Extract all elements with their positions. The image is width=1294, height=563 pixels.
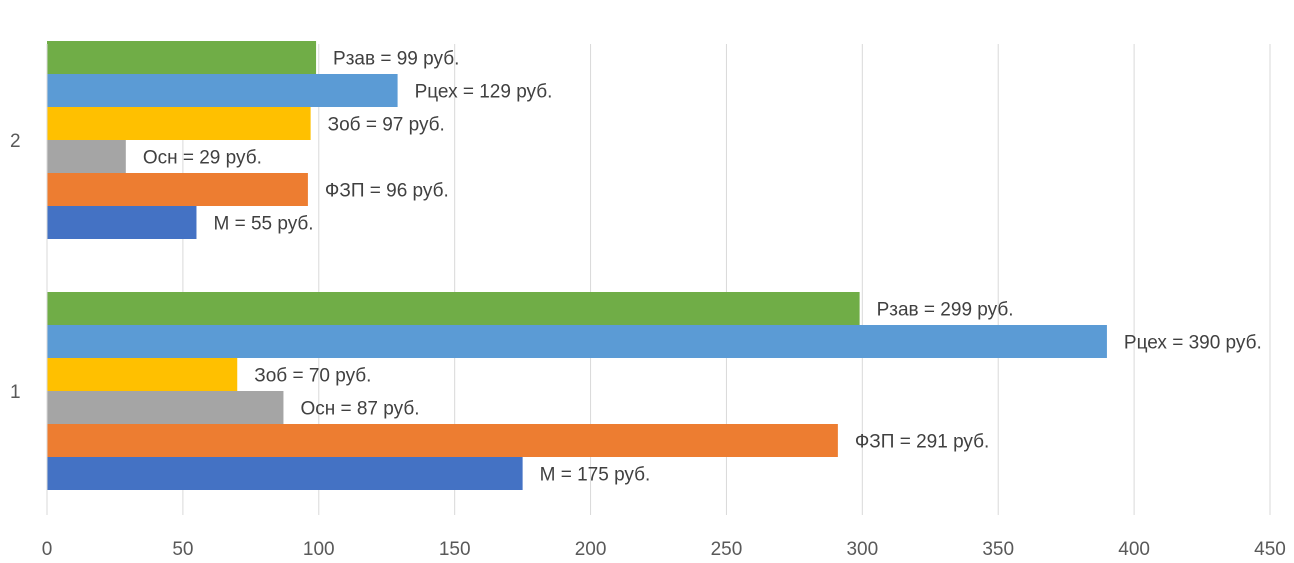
data-label: Рзав = 299 руб. xyxy=(877,300,1014,321)
bar xyxy=(47,457,523,490)
gridlines xyxy=(182,44,1271,515)
data-label: Рцех = 129 руб. xyxy=(415,82,553,103)
bar xyxy=(47,107,311,140)
data-label: Осн = 87 руб. xyxy=(300,399,419,420)
x-tick-label: 350 xyxy=(982,539,1014,560)
data-label: М = 55 руб. xyxy=(213,214,313,235)
bar xyxy=(47,206,197,239)
data-label: Осн = 29 руб. xyxy=(143,148,262,169)
x-tick-label: 0 xyxy=(42,539,53,560)
bar xyxy=(47,391,284,424)
axes: 0 50 100 150 200 250 300 350 400 450 1 2 xyxy=(10,44,1286,560)
data-label: ФЗП = 291 руб. xyxy=(855,432,989,453)
bar xyxy=(47,424,838,457)
bar xyxy=(47,41,317,74)
bar xyxy=(47,173,308,206)
data-label: М = 175 руб. xyxy=(540,465,651,486)
x-tick-label: 300 xyxy=(846,539,878,560)
data-label: Зоб = 97 руб. xyxy=(328,115,445,136)
x-tick-label: 100 xyxy=(303,539,335,560)
x-tick-label: 400 xyxy=(1118,539,1150,560)
x-tick-label: 150 xyxy=(439,539,471,560)
data-label: Зоб = 70 руб. xyxy=(254,366,371,387)
data-labels: М = 175 руб. ФЗП = 291 руб. Осн = 87 руб. З… xyxy=(143,49,1262,486)
y-category-label: 2 xyxy=(10,131,21,152)
data-label: Рзав = 99 руб. xyxy=(333,49,459,70)
bar xyxy=(47,325,1107,358)
bar xyxy=(47,74,398,107)
data-label: Рцех = 390 руб. xyxy=(1124,333,1262,354)
bar xyxy=(47,358,238,391)
bar xyxy=(47,292,860,325)
x-tick-label: 450 xyxy=(1254,539,1286,560)
y-category-label: 1 xyxy=(10,382,21,403)
data-label: ФЗП = 96 руб. xyxy=(325,181,449,202)
bar xyxy=(47,140,126,173)
x-tick-label: 50 xyxy=(172,539,193,560)
x-tick-label: 200 xyxy=(575,539,607,560)
bars xyxy=(47,41,1107,490)
x-tick-label: 250 xyxy=(711,539,743,560)
